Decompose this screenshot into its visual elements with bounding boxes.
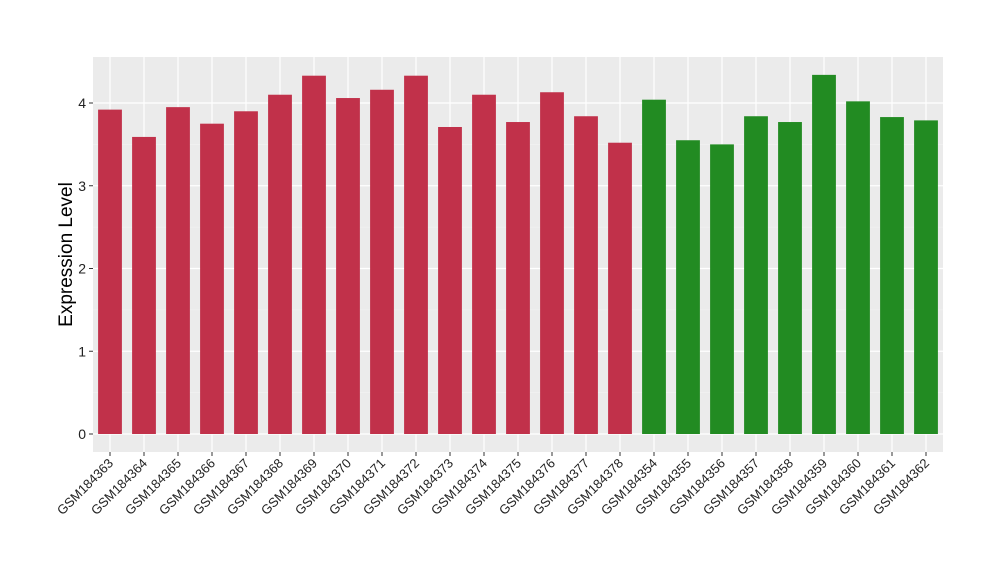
y-axis-title: Expression Level <box>56 182 77 327</box>
bar-GSM184371 <box>370 89 394 434</box>
y-tick-label: 2 <box>78 261 86 277</box>
bar-GSM184358 <box>778 122 802 434</box>
bar-GSM184374 <box>472 94 496 434</box>
bar-GSM184354 <box>642 99 666 434</box>
bar-GSM184355 <box>676 140 700 435</box>
y-tick-label: 1 <box>78 343 86 359</box>
bar-GSM184356 <box>710 144 734 434</box>
bar-GSM184361 <box>880 117 904 434</box>
bar-GSM184363 <box>98 109 122 435</box>
bar-GSM184370 <box>336 98 360 434</box>
bar-GSM184375 <box>506 122 530 434</box>
bar-GSM184368 <box>268 94 292 434</box>
bar-GSM184359 <box>812 74 836 435</box>
bar-GSM184365 <box>166 107 190 434</box>
bar-GSM184369 <box>302 75 326 434</box>
bar-GSM184378 <box>608 142 632 434</box>
bar-GSM184357 <box>744 116 768 435</box>
bar-GSM184364 <box>132 136 156 435</box>
bar-GSM184367 <box>234 111 258 435</box>
bar-GSM184373 <box>438 126 462 434</box>
bar-GSM184376 <box>540 92 564 435</box>
bar-GSM184372 <box>404 75 428 434</box>
y-tick-label: 3 <box>78 178 86 194</box>
y-tick-label: 4 <box>78 95 86 111</box>
y-tick-label: 0 <box>78 426 86 442</box>
bar-GSM184377 <box>574 116 598 435</box>
bar-GSM184362 <box>914 120 938 434</box>
bar-GSM184366 <box>200 123 224 434</box>
bar-GSM184360 <box>846 101 870 434</box>
